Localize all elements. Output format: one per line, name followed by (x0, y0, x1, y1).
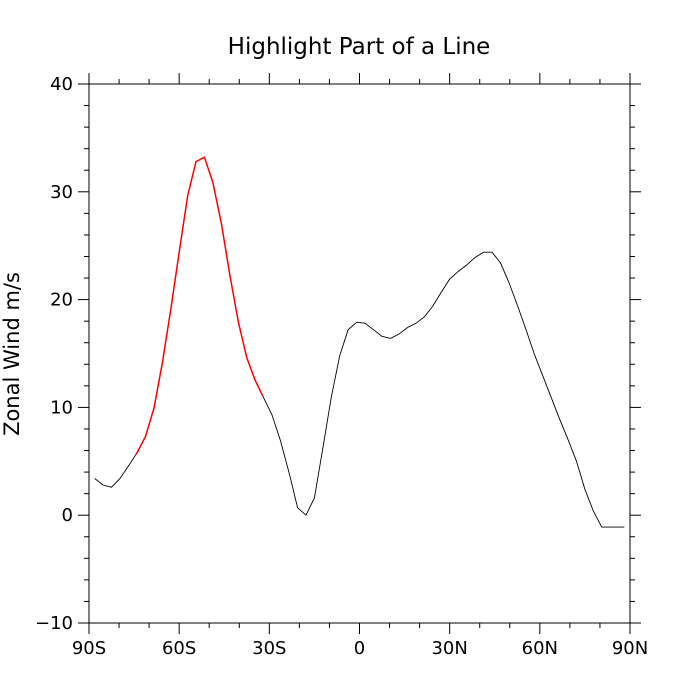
y-tick-label: 30 (50, 182, 73, 203)
x-tick-label: 90N (612, 638, 648, 659)
y-tick-label: 40 (50, 74, 73, 95)
x-tick-label: 30S (252, 638, 286, 659)
highlighted-segment (135, 156, 264, 455)
zonal-wind-line (94, 156, 625, 528)
y-tick-label: 0 (62, 505, 73, 526)
y-tick-label: 10 (50, 397, 73, 418)
x-tick-label: 60S (162, 638, 196, 659)
plot-frame (88, 83, 631, 624)
chart-title: Highlight Part of a Line (228, 34, 491, 60)
ticks-group: 90S 60S 30S 0 30N 60N 90N −10 0 10 20 30 40 (35, 73, 648, 659)
x-tick-label: 30N (431, 638, 467, 659)
series-group (94, 156, 625, 528)
y-tick-label: 20 (50, 290, 73, 311)
y-tick-label: −10 (35, 613, 73, 634)
y-axis-label: Zonal Wind m/s (0, 272, 24, 436)
x-tick-label: 60N (522, 638, 558, 659)
x-tick-label: 0 (354, 638, 365, 659)
x-tick-label: 90S (72, 638, 106, 659)
